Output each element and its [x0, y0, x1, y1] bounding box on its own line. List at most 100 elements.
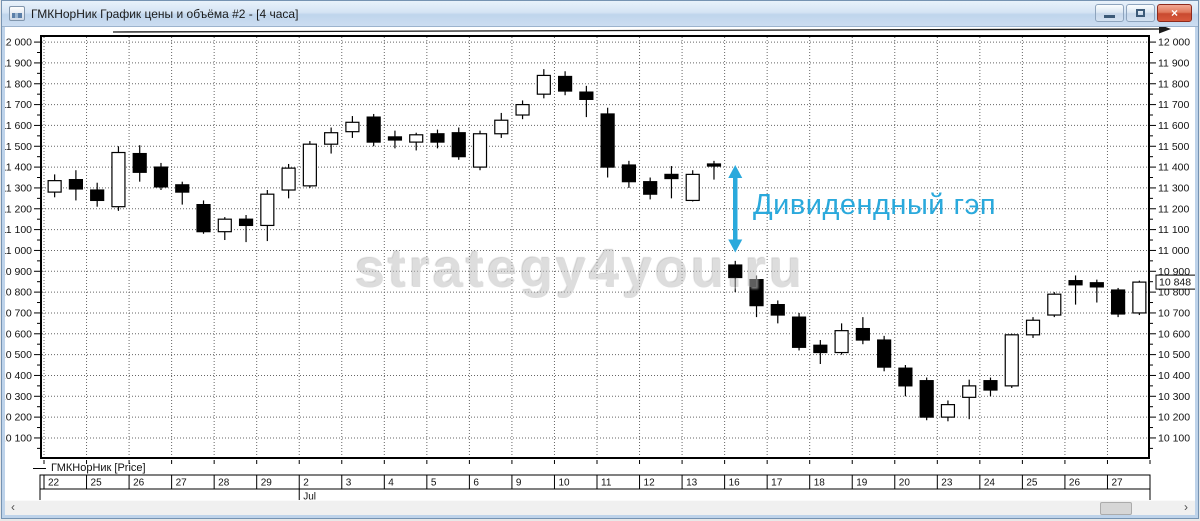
svg-text:10 600: 10 600 — [1158, 328, 1190, 340]
svg-text:10 900: 10 900 — [5, 266, 32, 278]
svg-text:11 200: 11 200 — [5, 203, 32, 215]
candle — [409, 132, 424, 151]
candle — [685, 170, 700, 202]
candle — [387, 130, 403, 149]
candle — [600, 107, 615, 178]
candles-layer — [47, 69, 1147, 422]
grid — [42, 37, 1149, 458]
candle — [813, 340, 828, 364]
price-chart-canvas[interactable]: 12 000 11 900 11 800 11 700 11 600 11 500 11 4… — [5, 27, 1195, 504]
svg-text:27: 27 — [176, 478, 188, 489]
chart-panel: 12 000 11 900 11 800 11 700 11 600 11 500 11 4… — [5, 27, 1195, 515]
candle — [706, 160, 722, 180]
svg-text:10 100: 10 100 — [5, 432, 32, 444]
svg-text:2: 2 — [303, 478, 309, 489]
candle — [536, 69, 551, 99]
svg-text:11 400: 11 400 — [5, 162, 32, 174]
candle — [1089, 279, 1104, 303]
maximize-button[interactable] — [1126, 4, 1155, 22]
svg-text:11 200: 11 200 — [1158, 203, 1189, 215]
candle — [770, 300, 785, 324]
svg-text:11 500: 11 500 — [5, 141, 32, 153]
candle — [111, 146, 126, 211]
close-button[interactable]: × — [1157, 4, 1192, 22]
candle — [877, 335, 892, 372]
candle — [1025, 317, 1041, 338]
candle — [855, 317, 870, 345]
svg-text:10 300: 10 300 — [5, 391, 32, 403]
scroll-left-icon[interactable]: ‹ — [11, 500, 15, 514]
candle — [47, 174, 62, 198]
date-axis-table — [39, 474, 1151, 504]
candle — [1132, 280, 1147, 316]
candle — [962, 379, 977, 420]
svg-text:10: 10 — [558, 478, 570, 489]
candle — [1110, 287, 1126, 318]
candle — [366, 113, 381, 147]
candle — [324, 127, 339, 154]
svg-text:11 700: 11 700 — [1158, 99, 1189, 111]
candle — [196, 200, 211, 234]
svg-text:23: 23 — [941, 478, 953, 489]
svg-text:10 400: 10 400 — [1158, 370, 1190, 382]
svg-text:11 000: 11 000 — [5, 245, 32, 257]
svg-text:25: 25 — [1026, 478, 1038, 489]
y-axis-labels-right: 12 000 11 900 11 800 11 700 11 600 11 500 11 4… — [1158, 37, 1190, 445]
series-line-icon — [33, 467, 46, 469]
svg-text:11 100: 11 100 — [1158, 224, 1189, 236]
svg-text:5: 5 — [431, 478, 437, 489]
svg-text:11 100: 11 100 — [5, 224, 32, 236]
candle — [153, 162, 169, 191]
svg-text:17: 17 — [771, 478, 783, 489]
svg-text:22: 22 — [48, 478, 60, 489]
svg-text:11 700: 11 700 — [5, 99, 32, 111]
svg-text:10 600: 10 600 — [5, 328, 32, 340]
candle — [1004, 333, 1019, 388]
candle — [898, 365, 913, 397]
candle — [68, 170, 84, 201]
scrollbar-thumb[interactable] — [1100, 502, 1132, 515]
svg-text:18: 18 — [814, 478, 826, 489]
candle — [132, 145, 147, 182]
candle — [579, 85, 594, 118]
svg-text:20: 20 — [899, 478, 911, 489]
scroll-right-icon[interactable]: › — [1184, 500, 1188, 514]
candle — [643, 177, 658, 200]
svg-text:26: 26 — [1069, 478, 1081, 489]
candle — [90, 182, 105, 207]
horizontal-scrollbar[interactable]: ‹ › — [5, 500, 1195, 515]
svg-text:28: 28 — [218, 478, 230, 489]
month-label: Jul — [303, 492, 316, 503]
candle — [940, 400, 956, 422]
svg-text:11 400: 11 400 — [1158, 162, 1189, 174]
svg-text:11 300: 11 300 — [5, 182, 32, 194]
candle — [749, 275, 764, 318]
candle — [345, 116, 360, 138]
svg-text:10 100: 10 100 — [1158, 432, 1190, 444]
svg-text:10 200: 10 200 — [5, 412, 32, 424]
svg-text:11 800: 11 800 — [5, 78, 32, 90]
candle — [451, 127, 466, 160]
svg-text:26: 26 — [133, 478, 145, 489]
svg-text:11 900: 11 900 — [1158, 57, 1189, 69]
svg-text:12 000: 12 000 — [1158, 37, 1190, 49]
window-controls: × — [1095, 4, 1192, 22]
candle — [834, 323, 849, 355]
svg-text:11 500: 11 500 — [1158, 141, 1189, 153]
minimize-button[interactable] — [1095, 4, 1124, 22]
svg-text:10 400: 10 400 — [5, 370, 32, 382]
window-menu-icon[interactable] — [9, 6, 25, 21]
window-title: ГМКНорНик График цены и объёма #2 - [4 ч… — [31, 6, 299, 21]
candle — [919, 377, 934, 421]
svg-text:6: 6 — [473, 478, 479, 489]
title-bar[interactable]: ГМКНорНик График цены и объёма #2 - [4 ч… — [2, 1, 1198, 27]
svg-text:27: 27 — [1111, 478, 1123, 489]
candle — [1068, 275, 1083, 305]
plot-border — [40, 35, 1150, 459]
close-icon: × — [1170, 6, 1178, 20]
candle — [302, 141, 317, 188]
candle — [983, 377, 998, 397]
svg-text:10 500: 10 500 — [5, 349, 32, 361]
last-price-box: 10 848 — [1155, 274, 1195, 290]
